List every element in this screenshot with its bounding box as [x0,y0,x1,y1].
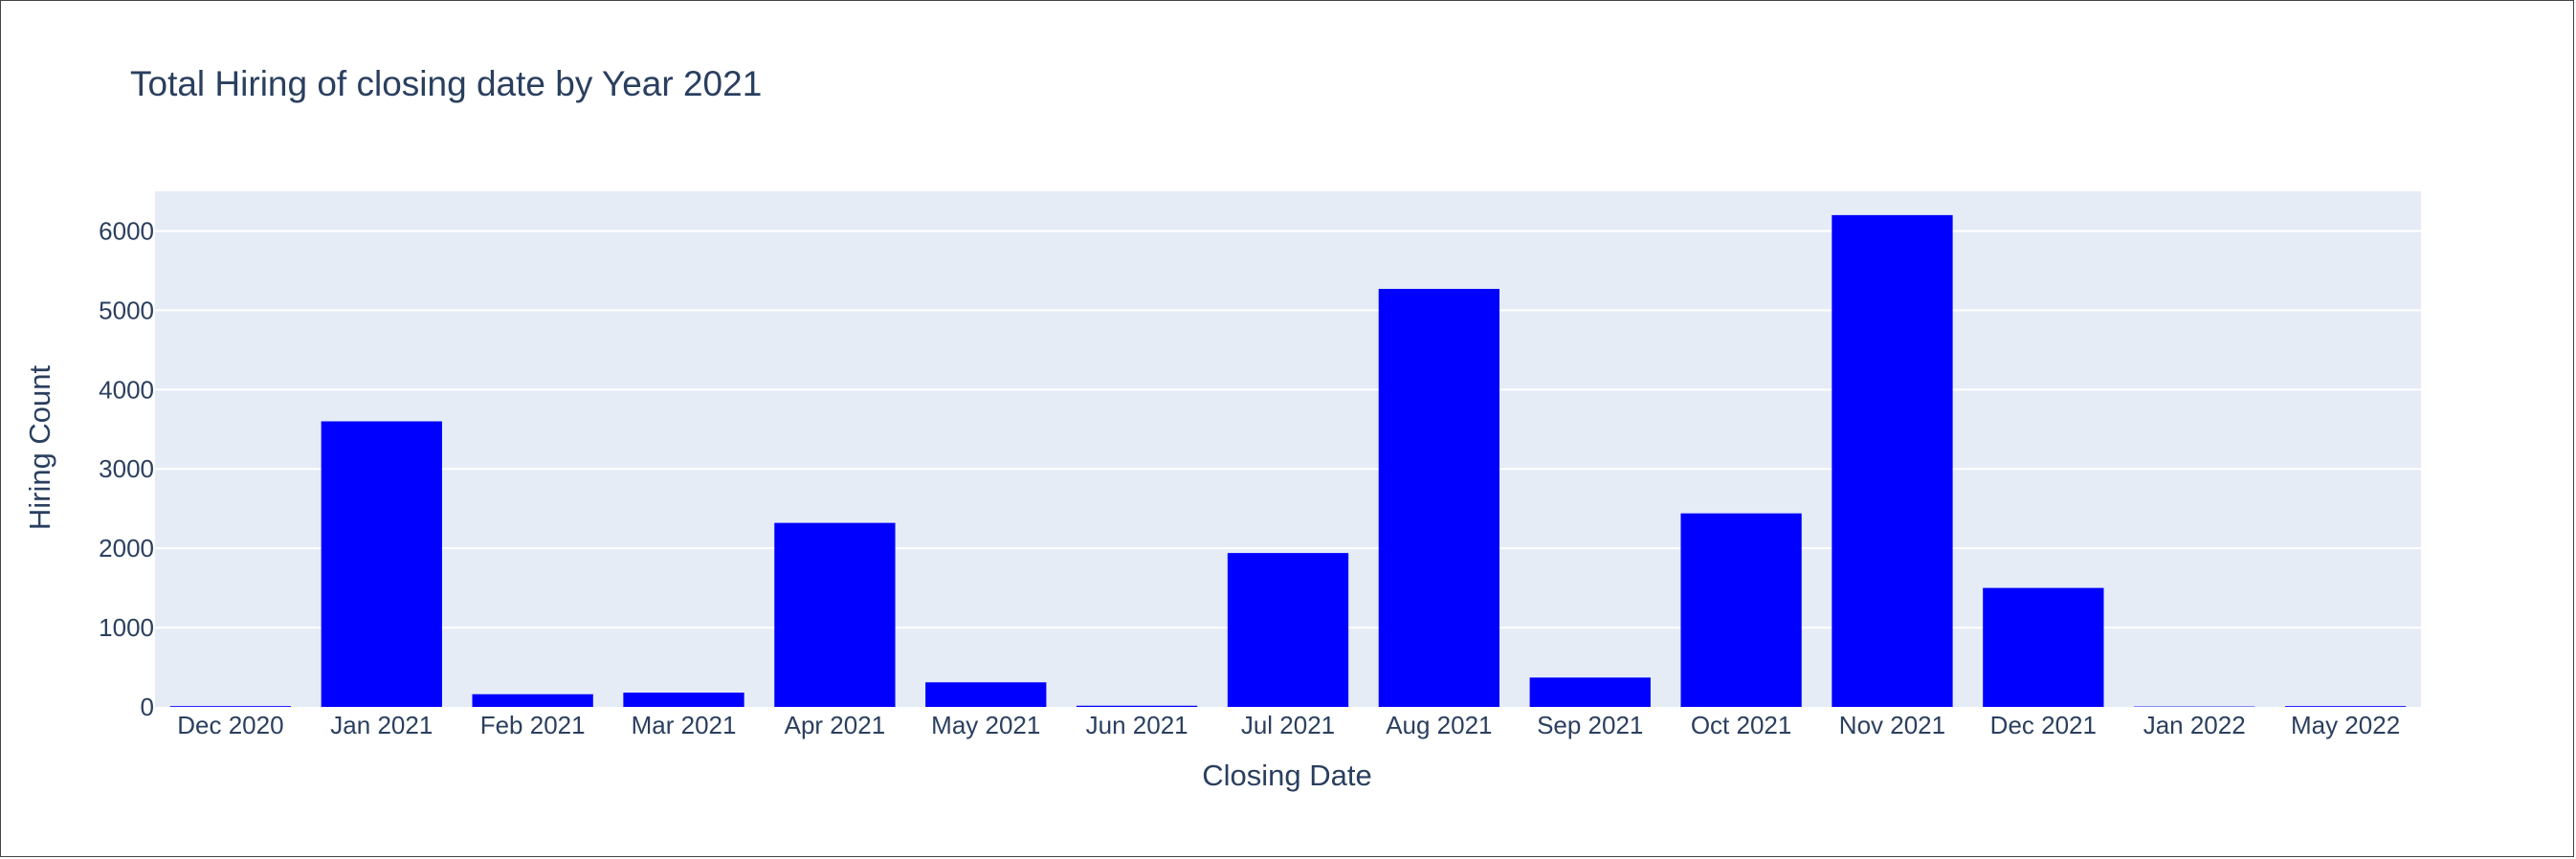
y-tick-label: 2000 [99,534,154,562]
bar-sep-2021 [1529,677,1651,707]
x-tick-label: Jul 2021 [1241,711,1335,739]
y-tick-label: 5000 [99,296,154,324]
y-tick-label: 3000 [99,454,154,483]
bar-jul-2021 [1227,553,1349,707]
bar-oct-2021 [1680,513,1802,707]
y-axis-ticks: 0 1000 2000 3000 4000 5000 6000 [99,216,154,721]
x-tick-label: Dec 2021 [1990,711,2097,739]
gridlines [155,230,2421,629]
x-tick-label: Jun 2021 [1086,711,1188,739]
y-axis-title: Hiring Count [23,364,56,530]
x-tick-label: Aug 2021 [1386,711,1492,739]
x-tick-label: Apr 2021 [785,711,886,739]
bar-dec-2020 [169,706,292,707]
bar-nov-2021 [1832,214,1953,707]
bar-aug-2021 [1378,288,1500,707]
bar-jun-2021 [1076,705,1198,707]
bar-apr-2021 [774,522,896,707]
y-tick-label: 6000 [99,216,154,245]
x-tick-label: May 2022 [2291,711,2400,739]
x-tick-label: Sep 2021 [1537,711,1643,739]
x-axis-title: Closing Date [1202,759,1371,792]
y-tick-label: 0 [141,693,154,721]
bar-mar-2021 [623,693,744,707]
bar-may-2021 [925,682,1047,707]
x-tick-label: May 2021 [931,711,1040,739]
x-tick-label: Oct 2021 [1691,711,1792,739]
bars [169,214,2407,707]
x-tick-label: Jan 2021 [330,711,433,739]
x-tick-label: Jan 2022 [2143,711,2246,739]
x-axis-ticks: Dec 2020 Jan 2021 Feb 2021 Mar 2021 Apr 2021… [177,711,2400,739]
y-tick-label: 4000 [99,375,154,404]
x-tick-label: Mar 2021 [632,711,737,739]
y-tick-label: 1000 [99,613,154,642]
bar-feb-2021 [472,694,593,707]
bar-may-2022 [2284,706,2407,707]
x-tick-label: Dec 2020 [177,711,283,739]
bar-jan-2021 [321,421,442,707]
bar-dec-2021 [1983,587,2104,707]
x-tick-label: Feb 2021 [480,711,586,739]
chart-title: Total Hiring of closing date by Year 202… [130,64,762,103]
x-tick-label: Nov 2021 [1839,711,1945,739]
